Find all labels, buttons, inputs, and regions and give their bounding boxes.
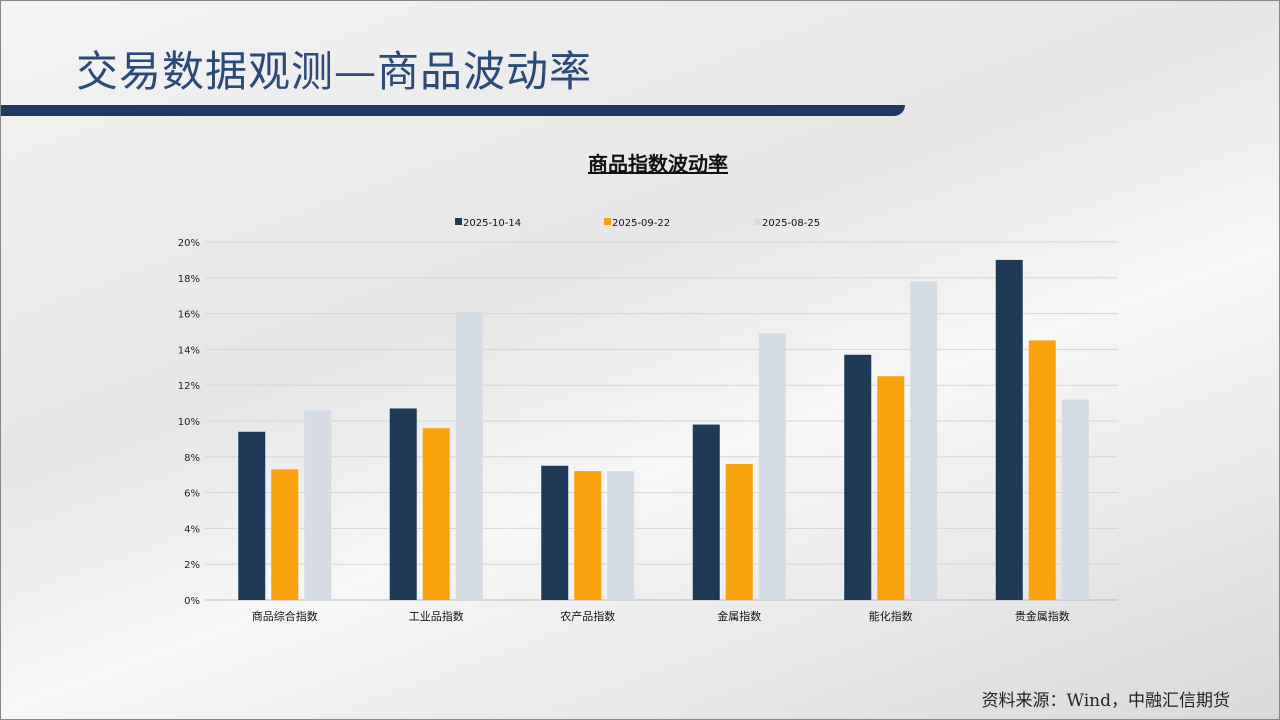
bar-2025-09-22-工业品指数 (422, 428, 450, 600)
y-tick-label: 4% (184, 524, 200, 535)
x-tick-label: 商品综合指数 (252, 609, 318, 623)
y-tick-label: 18% (178, 274, 200, 285)
y-tick-label: 2% (184, 560, 200, 571)
legend-swatch (754, 218, 761, 225)
legend-label: 2025-08-25 (762, 218, 820, 229)
title-underline (0, 105, 905, 116)
x-tick-label: 农产品指数 (560, 609, 615, 623)
bar-2025-08-25-金属指数 (758, 333, 786, 600)
y-tick-label: 14% (178, 345, 200, 356)
bar-2025-10-14-贵金属指数 (995, 259, 1023, 600)
x-tick-label: 能化指数 (869, 609, 913, 623)
y-tick-label: 0% (184, 596, 200, 607)
bar-2025-10-14-农产品指数 (541, 465, 569, 600)
bar-2025-09-22-农产品指数 (574, 471, 602, 600)
x-tick-label: 金属指数 (717, 609, 761, 623)
legend-label: 2025-09-22 (612, 218, 670, 229)
bar-2025-10-14-金属指数 (692, 424, 720, 600)
bar-2025-08-25-能化指数 (910, 281, 938, 600)
x-tick-label: 工业品指数 (409, 609, 464, 623)
bar-2025-08-25-商品综合指数 (304, 410, 332, 600)
y-tick-label: 8% (184, 453, 200, 464)
y-tick-label: 12% (178, 381, 200, 392)
chart-title: 商品指数波动率 (588, 152, 728, 176)
bar-2025-09-22-能化指数 (877, 376, 905, 600)
bar-2025-09-22-商品综合指数 (271, 469, 299, 600)
slide-title: 交易数据观测—商品波动率 (76, 47, 593, 96)
y-tick-label: 20% (178, 238, 200, 249)
bar-2025-08-25-农产品指数 (607, 471, 635, 600)
legend-label: 2025-10-14 (463, 218, 521, 229)
bar-2025-09-22-贵金属指数 (1028, 340, 1056, 600)
bar-2025-08-25-贵金属指数 (1061, 399, 1089, 600)
legend-swatch (455, 218, 462, 225)
bar-2025-10-14-商品综合指数 (238, 431, 266, 600)
x-tick-label: 贵金属指数 (1015, 609, 1070, 623)
bar-2025-10-14-能化指数 (844, 354, 872, 600)
legend-swatch (604, 218, 611, 225)
y-tick-label: 16% (178, 310, 200, 321)
bar-2025-09-22-金属指数 (725, 463, 753, 600)
source-note: 资料来源：Wind，中融汇信期货 (981, 691, 1230, 711)
y-tick-label: 10% (178, 417, 200, 428)
y-tick-label: 6% (184, 489, 200, 500)
bar-2025-10-14-工业品指数 (389, 408, 417, 600)
bar-2025-08-25-工业品指数 (455, 311, 483, 600)
